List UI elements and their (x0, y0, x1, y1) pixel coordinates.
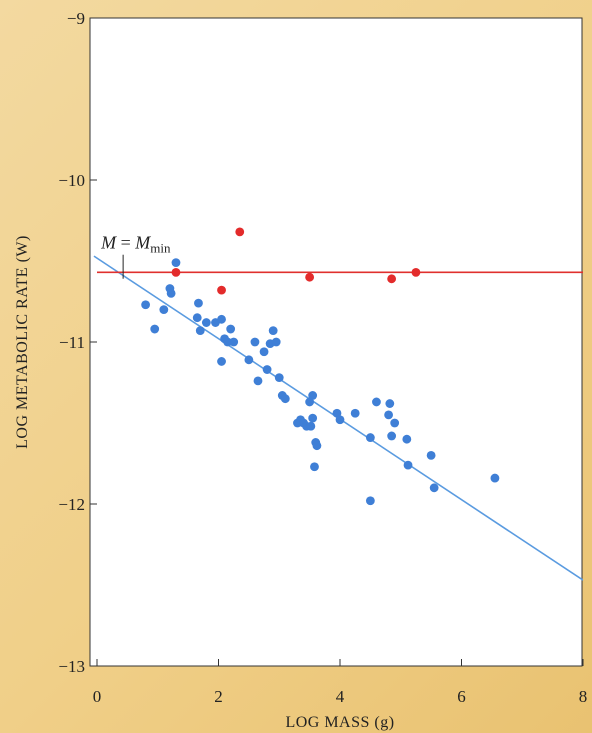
point-s0-42 (365, 433, 375, 442)
point-s0-14 (223, 337, 233, 347)
point-s0-53 (490, 473, 500, 483)
point-s1-5 (411, 267, 421, 277)
point-s0-12 (217, 357, 226, 366)
point-s0-24 (271, 337, 281, 347)
point-s0-7 (194, 298, 203, 308)
point-s0-49 (402, 434, 412, 444)
data-points (141, 227, 500, 506)
point-s1-4 (387, 274, 397, 284)
point-s0-5 (171, 258, 181, 268)
point-s0-40 (335, 415, 345, 425)
point-s0-6 (192, 313, 202, 323)
point-s0-27 (280, 394, 290, 404)
point-s0-8 (195, 326, 205, 336)
y-tick-label-0: −9 (67, 9, 85, 28)
y-tick-label-1: −10 (58, 171, 85, 190)
point-s1-2 (235, 227, 245, 237)
axes: 0 2 4 6 8 −9 −10 −11 −12 −13 (58, 9, 587, 706)
point-s0-0 (141, 300, 151, 310)
point-s0-21 (262, 365, 272, 374)
x-tick-label-0: 0 (93, 687, 102, 706)
point-s0-33 (306, 421, 316, 431)
point-s0-36 (310, 462, 319, 472)
point-s0-51 (426, 451, 436, 460)
x-axis-title: LOG MASS (g) (285, 714, 394, 731)
x-tick-label-3: 6 (457, 687, 466, 706)
x-tick-label-4: 8 (579, 687, 588, 706)
point-s0-25 (274, 373, 284, 383)
point-s0-9 (201, 318, 211, 327)
point-s0-35 (308, 413, 318, 423)
point-s0-46 (385, 399, 395, 408)
point-s0-2 (159, 305, 169, 314)
point-s0-45 (384, 410, 393, 420)
point-s0-41 (350, 408, 360, 418)
point-s0-48 (390, 418, 400, 428)
y-tick-label-4: −13 (58, 657, 85, 676)
point-s0-1 (150, 324, 160, 334)
y-axis-title: LOG METABOLIC RATE (W) (14, 235, 31, 449)
point-s0-52 (429, 483, 439, 493)
point-s0-19 (253, 376, 263, 386)
point-s0-50 (403, 460, 413, 470)
annotation-m-min: M = Mmin (100, 233, 171, 279)
point-s0-17 (244, 355, 254, 365)
point-s0-38 (312, 441, 322, 451)
point-s1-3 (305, 272, 315, 282)
point-s0-20 (259, 347, 269, 357)
point-s0-43 (365, 496, 375, 506)
point-s0-4 (166, 289, 176, 298)
plot-area (89, 17, 583, 667)
point-s0-34 (308, 391, 318, 400)
x-tick-label-2: 4 (336, 687, 345, 706)
point-s0-11 (217, 314, 226, 324)
point-s0-47 (387, 431, 397, 441)
point-s1-1 (217, 285, 226, 295)
point-s0-18 (250, 337, 260, 347)
point-s0-16 (229, 337, 239, 347)
annotation-label: M = Mmin (100, 233, 171, 256)
y-tick-label-3: −12 (58, 495, 85, 514)
point-s0-23 (268, 326, 278, 336)
point-s0-15 (226, 324, 236, 334)
y-tick-label-2: −11 (59, 333, 85, 352)
point-s1-0 (171, 267, 181, 277)
point-s0-44 (372, 397, 381, 407)
x-tick-label-1: 2 (214, 687, 223, 706)
